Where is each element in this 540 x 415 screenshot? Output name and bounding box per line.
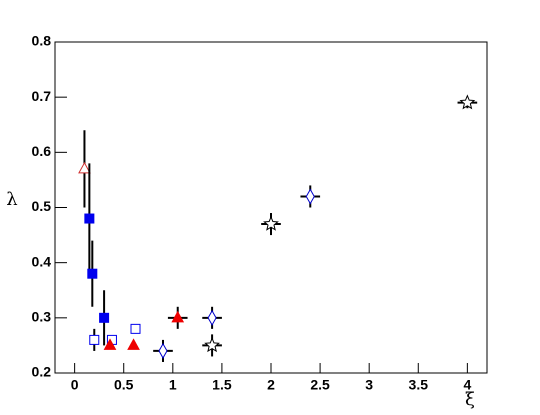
plot-frame [54, 41, 488, 374]
x-tick-label: 3.5 [409, 377, 429, 393]
point [305, 188, 315, 205]
y-tick-label: 0.8 [32, 33, 52, 49]
point [130, 323, 141, 334]
point [263, 215, 279, 231]
point [99, 312, 110, 323]
x-tick-label: 4 [463, 377, 471, 393]
y-axis-label: λ [6, 189, 17, 210]
point [204, 337, 220, 353]
point [103, 338, 117, 350]
y-tick-label: 0.4 [32, 253, 52, 269]
x-tick-label: 0 [71, 377, 79, 393]
point [89, 334, 100, 345]
x-tick-label: 2.5 [310, 377, 330, 393]
point [78, 161, 91, 174]
point [171, 310, 185, 323]
y-tick-label: 0.5 [32, 198, 52, 214]
y-tick-label: 0.2 [32, 364, 52, 380]
point [459, 94, 476, 110]
point [158, 342, 168, 359]
x-axis-label: ξ [465, 389, 475, 410]
y-tick-label: 0.3 [32, 309, 52, 325]
point [87, 268, 98, 279]
x-tick-label: 1 [169, 377, 177, 393]
y-tick-label: 0.6 [32, 143, 52, 159]
x-tick-label: 0.5 [114, 377, 134, 393]
point [127, 338, 140, 350]
point [207, 309, 217, 326]
y-tick-label: 0.7 [32, 88, 52, 104]
x-tick-label: 2 [267, 377, 275, 393]
x-tick-label: 1.5 [212, 377, 232, 393]
x-tick-label: 3 [365, 377, 373, 393]
point [84, 213, 95, 224]
